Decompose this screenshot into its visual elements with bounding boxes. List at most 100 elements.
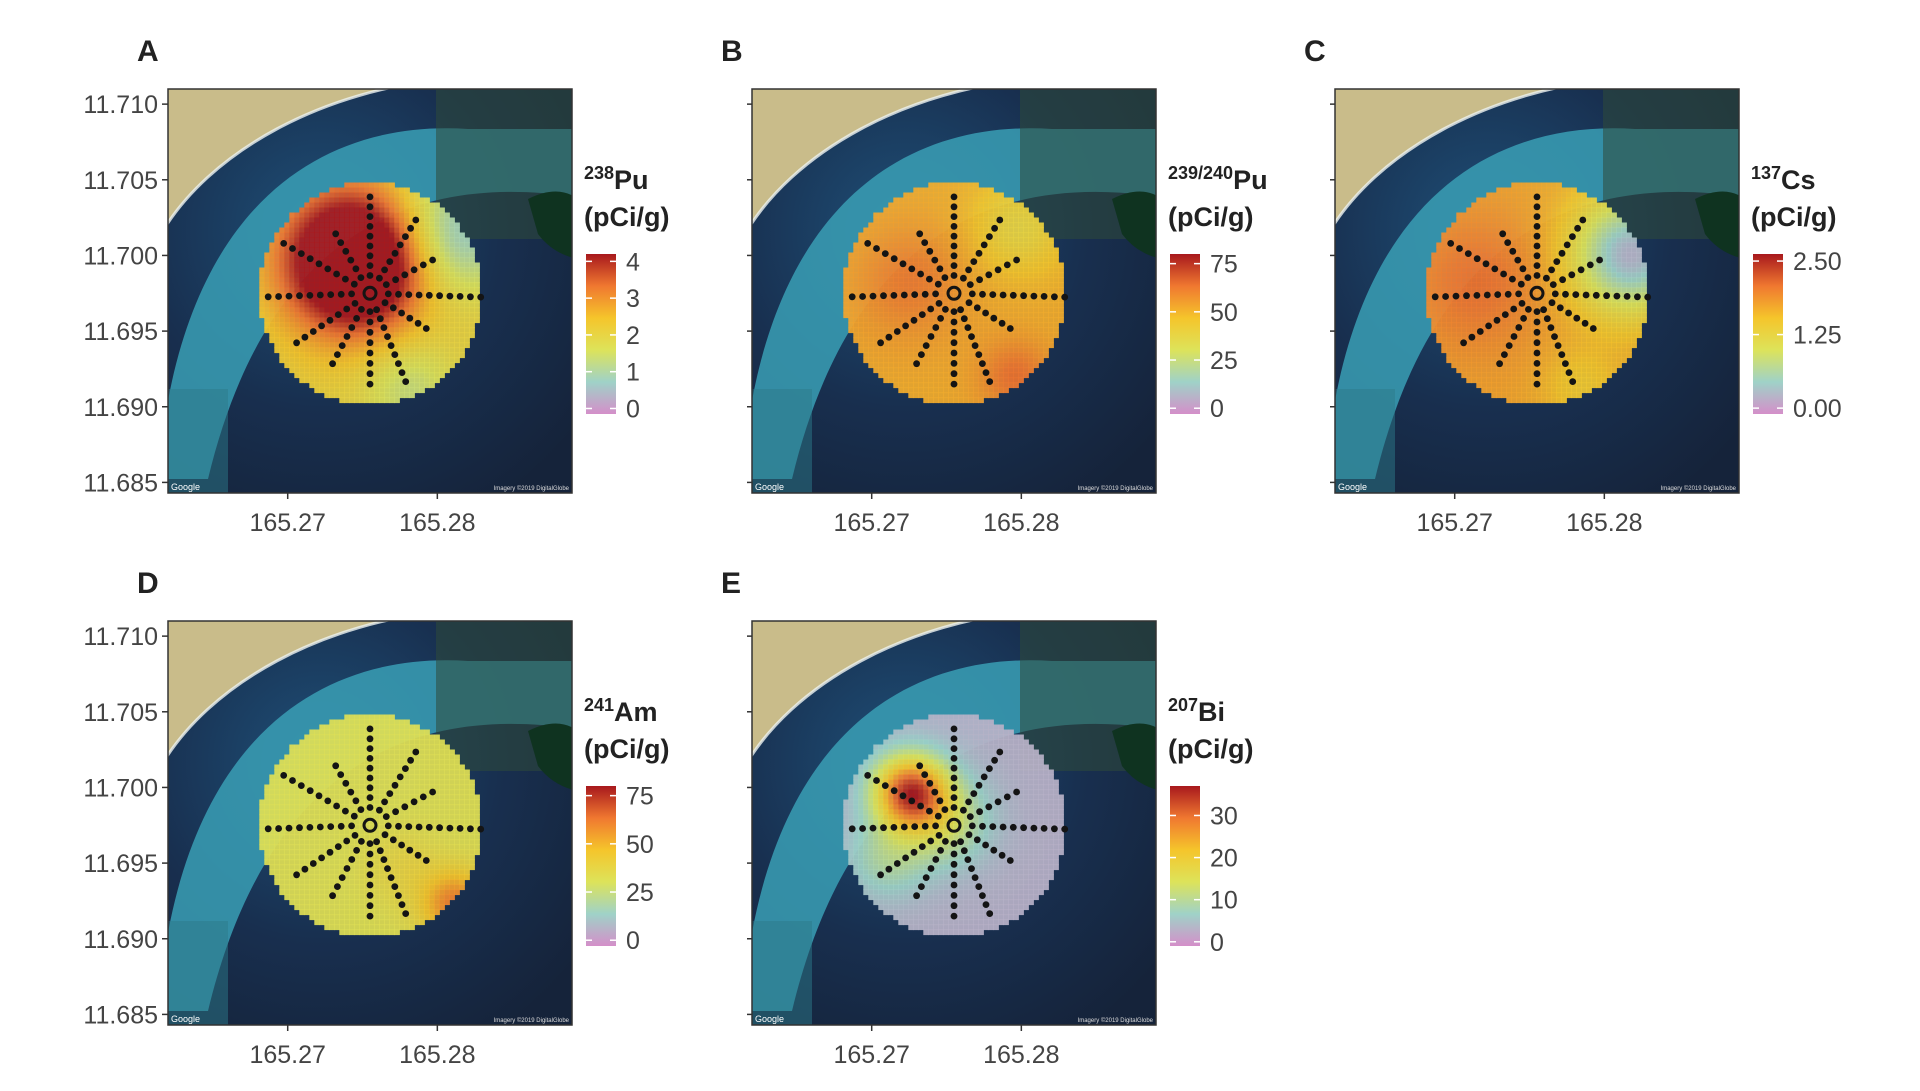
sample-point [353, 315, 360, 322]
sample-point [366, 784, 374, 792]
panel-label: D [137, 567, 159, 600]
isotope-mass: 207 [1168, 695, 1198, 715]
sample-point [366, 804, 374, 811]
sample-point [297, 250, 305, 257]
sample-point [342, 247, 350, 255]
sample-point [1563, 241, 1571, 249]
sample-point [301, 333, 309, 341]
sample-point [348, 822, 355, 830]
sample-point [936, 797, 944, 805]
legend-tick-label: 2.50 [1793, 248, 1842, 276]
sample-point [334, 311, 342, 318]
sample-points [264, 193, 485, 388]
sample-point [950, 213, 958, 221]
sample-point [999, 823, 1007, 831]
island-land [752, 89, 969, 223]
sample-point [386, 790, 394, 797]
sample-point [280, 772, 288, 779]
sample-points [1431, 193, 1652, 388]
chart-panel-c: Google Imagery ©2019 DigitalGlobe C 165.27 1… [1304, 35, 1842, 537]
sample-point [326, 848, 334, 856]
sample-point [1634, 293, 1641, 301]
sample-point [366, 764, 374, 772]
sample-point [389, 304, 397, 312]
sample-point [306, 255, 314, 263]
sample-point [285, 292, 293, 300]
sample-point [900, 823, 908, 831]
sample-point [922, 874, 930, 881]
sample-point [1504, 290, 1512, 298]
imagery-credit: Imagery ©2019 DigitalGlobe [494, 485, 570, 492]
sample-point [937, 315, 944, 322]
sample-point [347, 256, 355, 264]
sample-point [275, 825, 282, 832]
sample-point [1565, 309, 1572, 317]
sample-point [869, 292, 877, 300]
sample-center [362, 285, 378, 301]
sample-point [275, 293, 282, 300]
sample-point [366, 349, 374, 357]
sample-point [381, 798, 388, 806]
sample-point [873, 245, 880, 252]
sample-point [366, 912, 374, 920]
sample-point [415, 291, 423, 299]
sample-point [1483, 291, 1491, 299]
sample-point [405, 823, 413, 830]
sample-point [885, 333, 893, 341]
legend-unit: (pCi/g) [1751, 202, 1836, 232]
sample-point [1562, 360, 1569, 367]
sample-point [950, 203, 958, 211]
legend-tick-label: 75 [626, 783, 654, 811]
sample-point [410, 266, 418, 274]
sample-point [1533, 370, 1541, 378]
sample-point [297, 782, 305, 789]
sample-point [401, 271, 409, 279]
sample-point [306, 824, 314, 831]
sample-point [950, 370, 958, 378]
sample-point [890, 824, 898, 831]
sample-point [859, 293, 866, 300]
legend-tick-label: 25 [1210, 347, 1238, 375]
sample-point [1003, 261, 1011, 269]
sample-point [333, 802, 340, 810]
sample-point [1574, 224, 1581, 232]
sample-center [946, 285, 962, 301]
sample-point [391, 249, 399, 257]
legend-colorbar [1170, 786, 1200, 946]
sample-point [316, 823, 324, 831]
sample-point [352, 797, 360, 805]
sample-point [296, 292, 303, 300]
plot-frame [751, 88, 1157, 494]
sample-point [927, 333, 935, 340]
sample-point [950, 262, 958, 269]
sample-point [968, 865, 975, 872]
surf-line [752, 89, 976, 226]
sample-point [996, 748, 1004, 756]
sample-point [918, 843, 926, 850]
sample-point [941, 274, 949, 281]
sample-point [908, 265, 916, 273]
sample-point [373, 838, 380, 846]
sample-point [950, 252, 958, 260]
sample-point [1442, 293, 1449, 300]
sample-point [384, 865, 391, 872]
sample-point [366, 339, 374, 347]
sample-point [337, 290, 345, 298]
sample-point [425, 291, 433, 299]
sample-point [366, 745, 374, 752]
sample-point [1006, 857, 1014, 864]
sample-point [873, 777, 880, 784]
sample-point [334, 843, 342, 850]
sample-point [848, 825, 856, 833]
satellite-basemap: Google Imagery ©2019 DigitalGlobe [168, 621, 572, 1025]
sample-center [946, 817, 962, 833]
sample-point [391, 781, 399, 789]
sample-point [350, 812, 358, 820]
sample-point [994, 798, 1002, 806]
sample-point [950, 308, 958, 315]
sample-point [1030, 824, 1038, 832]
sample-point [309, 860, 317, 867]
sample-point [1493, 316, 1501, 324]
legend-unit: (pCi/g) [584, 202, 669, 232]
sample-point [289, 777, 296, 784]
